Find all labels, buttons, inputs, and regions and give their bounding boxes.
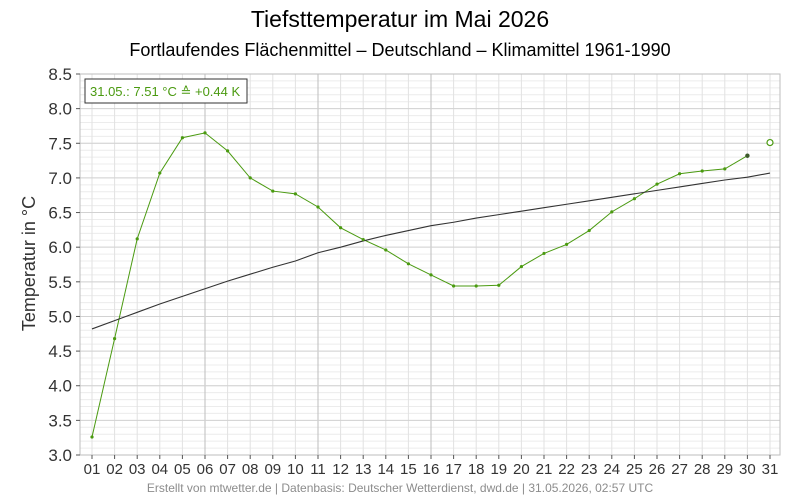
x-tick-label: 06 (197, 461, 214, 478)
y-tick-label: 7.0 (48, 169, 72, 188)
x-tick-label: 08 (242, 461, 259, 478)
x-tick-label: 24 (603, 461, 620, 478)
y-tick-label: 3.5 (48, 411, 72, 430)
data-point (655, 182, 659, 186)
data-point (519, 264, 524, 269)
y-tick-label: 6.0 (48, 238, 72, 257)
forecast-point (766, 138, 774, 147)
x-tick-label: 31 (762, 461, 779, 478)
data-point (452, 284, 456, 288)
annotation-text: 31.05.: 7.51 °C ≙ +0.44 K (90, 84, 240, 99)
data-point (316, 205, 320, 209)
data-point (135, 237, 139, 241)
data-point (180, 136, 184, 140)
x-tick-label: 11 (310, 461, 326, 478)
x-tick-label: 23 (581, 461, 598, 478)
x-tick-label: 22 (558, 461, 575, 478)
x-tick-label: 10 (287, 461, 304, 478)
series-layer (91, 132, 771, 438)
x-tick-label: 30 (739, 461, 756, 478)
points-layer (90, 131, 774, 439)
data-point (678, 172, 682, 176)
x-tick-label: 07 (219, 461, 236, 478)
x-tick-label: 14 (377, 461, 394, 478)
x-tick-label: 17 (445, 461, 462, 478)
major-grid (80, 73, 780, 456)
y-axis-label: Temperatur in °C (19, 196, 39, 331)
x-tick-label: 29 (716, 461, 733, 478)
y-tick-label: 4.0 (48, 377, 72, 396)
data-point (248, 176, 252, 180)
data-point (542, 251, 546, 256)
data-point (90, 435, 94, 439)
chart-subtitle: Fortlaufendes Flächenmittel – Deutschlan… (129, 40, 671, 60)
data-point (745, 153, 750, 158)
series-line-2026 (91, 132, 748, 438)
x-tick-label: 04 (151, 461, 168, 478)
y-tick-label: 8.5 (48, 65, 72, 84)
plot-frame (79, 73, 781, 456)
data-point (226, 149, 230, 153)
y-axis-ticks: 3.0 3.5 4.0 4.5 5.0 5.5 6.0 6.5 7.0 7.5 8.0 8.5 (48, 65, 80, 465)
footer-credits: Erstellt von mtwetter.de | Datenbasis: D… (146, 481, 654, 495)
data-point (339, 226, 343, 230)
data-point (700, 169, 704, 173)
data-point (474, 284, 478, 288)
x-tick-label: 13 (355, 461, 372, 478)
x-tick-label: 03 (129, 461, 146, 478)
x-tick-label: 02 (106, 461, 123, 478)
data-point (610, 210, 614, 214)
chart-title: Tiefsttemperatur im Mai 2026 (250, 6, 550, 32)
data-point (497, 283, 501, 287)
x-tick-label: 25 (626, 461, 643, 478)
data-point (406, 262, 410, 266)
data-point (158, 171, 162, 175)
x-axis-ticks: 01 02 03 04 05 06 07 08 09 10 11 12 13 14 15 16 17 18 19 20… (84, 455, 779, 478)
x-tick-label: 05 (174, 461, 191, 478)
x-tick-label: 18 (468, 461, 485, 478)
y-tick-label: 5.5 (48, 273, 72, 292)
data-point (429, 273, 433, 277)
y-tick-label: 8.0 (48, 100, 72, 119)
annotation-box: 31.05.: 7.51 °C ≙ +0.44 K (84, 78, 248, 104)
data-point (632, 197, 637, 201)
annotation-frame (84, 78, 248, 104)
data-point (384, 248, 388, 252)
x-tick-label: 19 (490, 461, 507, 478)
y-tick-label: 6.5 (48, 204, 72, 223)
data-point (203, 131, 207, 135)
data-point (361, 237, 365, 242)
x-tick-label: 15 (400, 461, 417, 478)
x-tick-label: 20 (513, 461, 530, 478)
data-point (723, 167, 727, 171)
minor-grid (80, 73, 780, 456)
x-tick-label: 28 (694, 461, 711, 478)
x-tick-label: 21 (536, 461, 553, 478)
y-tick-label: 4.5 (48, 342, 72, 361)
data-point (587, 228, 591, 233)
x-tick-label: 26 (649, 461, 666, 478)
y-tick-label: 3.0 (48, 446, 72, 465)
data-point (293, 192, 297, 196)
data-point (271, 189, 275, 193)
x-tick-label: 16 (423, 461, 440, 478)
y-tick-label: 7.5 (48, 134, 72, 153)
y-tick-label: 5.0 (48, 307, 72, 326)
x-tick-label: 09 (264, 461, 281, 478)
x-tick-label: 27 (671, 461, 688, 478)
x-tick-label: 12 (332, 461, 349, 478)
data-point (113, 337, 117, 341)
series-line-climate-mean (91, 172, 771, 330)
data-point (565, 242, 569, 247)
x-tick-label: 01 (84, 461, 101, 478)
